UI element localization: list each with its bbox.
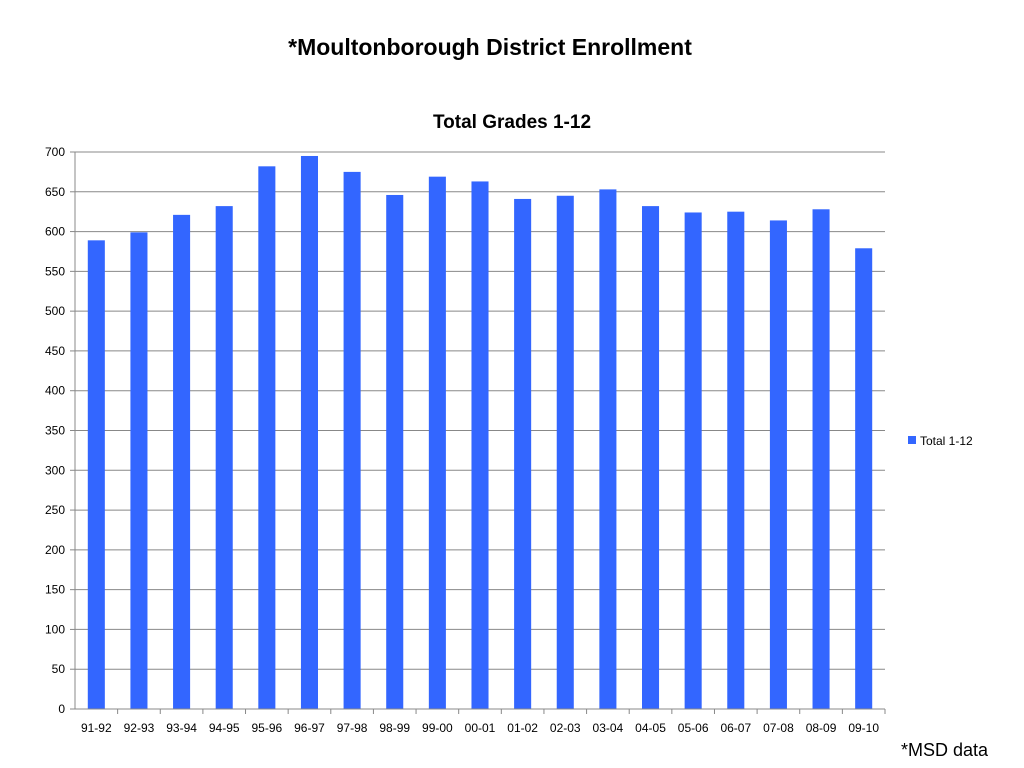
y-tick-label: 250 [45, 503, 65, 517]
bar-92-93 [130, 232, 148, 710]
y-axis-tick-labels: 0 50 100 150 200 250 300 350 400 450 500 550 600 650 7… [45, 145, 75, 716]
x-tick-label: 92-93 [124, 721, 155, 735]
x-tick-label: 02-03 [550, 721, 581, 735]
y-tick-label: 600 [45, 225, 65, 239]
bar-99-00 [428, 176, 446, 710]
x-tick-label: 93-94 [166, 721, 197, 735]
x-tick-label: 04-05 [635, 721, 666, 735]
y-tick-label: 450 [45, 344, 65, 358]
y-tick-label: 150 [45, 583, 65, 597]
y-tick-label: 350 [45, 424, 65, 438]
y-tick-label: 650 [45, 185, 65, 199]
chart-title: Total Grades 1-12 [433, 112, 591, 133]
y-tick-label: 0 [58, 702, 65, 716]
x-tick-label: 08-09 [806, 721, 837, 735]
footnote: *MSD data [900, 740, 988, 760]
bar-95-96 [258, 166, 276, 709]
bars [87, 155, 873, 710]
x-tick-label: 91-92 [81, 721, 112, 735]
legend: Total 1-12 [908, 434, 973, 448]
slide-title: *Moultonborough District Enrollment [288, 34, 692, 60]
y-tick-label: 100 [45, 622, 65, 636]
x-tick-label: 01-02 [507, 721, 538, 735]
y-tick-label: 300 [45, 463, 65, 477]
bar-91-92 [87, 240, 105, 709]
bar-93-94 [173, 214, 191, 709]
bar-94-95 [215, 206, 233, 709]
x-tick-label: 99-00 [422, 721, 453, 735]
axes [74, 152, 885, 710]
x-axis-tick-labels: 91-92 92-93 93-94 94-95 95-96 96-97 97-98 98-99… [81, 709, 886, 735]
legend-swatch [908, 436, 916, 444]
bar-06-07 [727, 211, 745, 709]
x-tick-label: 00-01 [465, 721, 496, 735]
x-tick-label: 07-08 [763, 721, 794, 735]
bar-00-01 [471, 181, 489, 710]
y-tick-label: 200 [45, 543, 65, 557]
x-tick-label: 09-10 [848, 721, 879, 735]
bar-01-02 [514, 198, 532, 709]
x-tick-label: 97-98 [337, 721, 368, 735]
x-tick-label: 05-06 [678, 721, 709, 735]
y-tick-label: 400 [45, 384, 65, 398]
x-tick-label: 96-97 [294, 721, 325, 735]
x-tick-label: 94-95 [209, 721, 240, 735]
bar-98-99 [386, 194, 404, 709]
bar-08-09 [812, 209, 830, 709]
bar-03-04 [599, 189, 617, 710]
bar-02-03 [556, 195, 574, 709]
bar-97-98 [343, 171, 361, 710]
x-tick-label: 03-04 [593, 721, 624, 735]
x-tick-label: 06-07 [720, 721, 751, 735]
y-tick-label: 500 [45, 304, 65, 318]
x-tick-label: 95-96 [251, 721, 282, 735]
bar-07-08 [769, 220, 787, 709]
y-tick-label: 550 [45, 264, 65, 278]
bar-09-10 [855, 248, 873, 709]
bar-04-05 [642, 206, 660, 709]
legend-label: Total 1-12 [920, 434, 973, 448]
y-tick-label: 50 [52, 662, 66, 676]
bar-96-97 [300, 155, 318, 709]
x-tick-label: 98-99 [379, 721, 410, 735]
y-tick-label: 700 [45, 145, 65, 159]
bar-05-06 [684, 212, 702, 709]
